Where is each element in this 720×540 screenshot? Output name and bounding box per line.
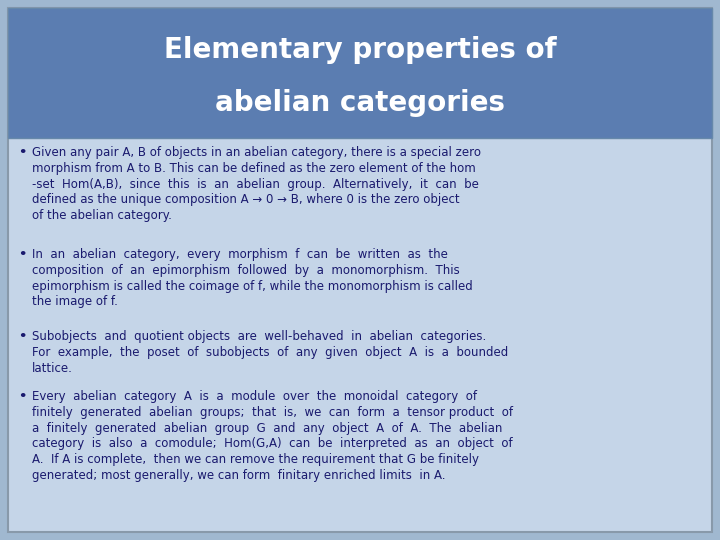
Text: •: • bbox=[18, 146, 27, 159]
Text: abelian categories: abelian categories bbox=[215, 89, 505, 117]
Text: Every  abelian  category  A  is  a  module  over  the  monoidal  category  of
fi: Every abelian category A is a module ove… bbox=[32, 390, 513, 482]
Text: •: • bbox=[18, 248, 27, 261]
FancyBboxPatch shape bbox=[8, 8, 712, 532]
Text: Elementary properties of: Elementary properties of bbox=[163, 36, 557, 64]
Text: •: • bbox=[18, 330, 27, 343]
Text: Given any pair A, B of objects in an abelian category, there is a special zero
m: Given any pair A, B of objects in an abe… bbox=[32, 146, 481, 222]
Text: In  an  abelian  category,  every  morphism  f  can  be  written  as  the
compos: In an abelian category, every morphism f… bbox=[32, 248, 473, 308]
Text: Subobjects  and  quotient objects  are  well-behaved  in  abelian  categories.
F: Subobjects and quotient objects are well… bbox=[32, 330, 508, 375]
FancyBboxPatch shape bbox=[8, 8, 712, 138]
Text: •: • bbox=[18, 390, 27, 403]
